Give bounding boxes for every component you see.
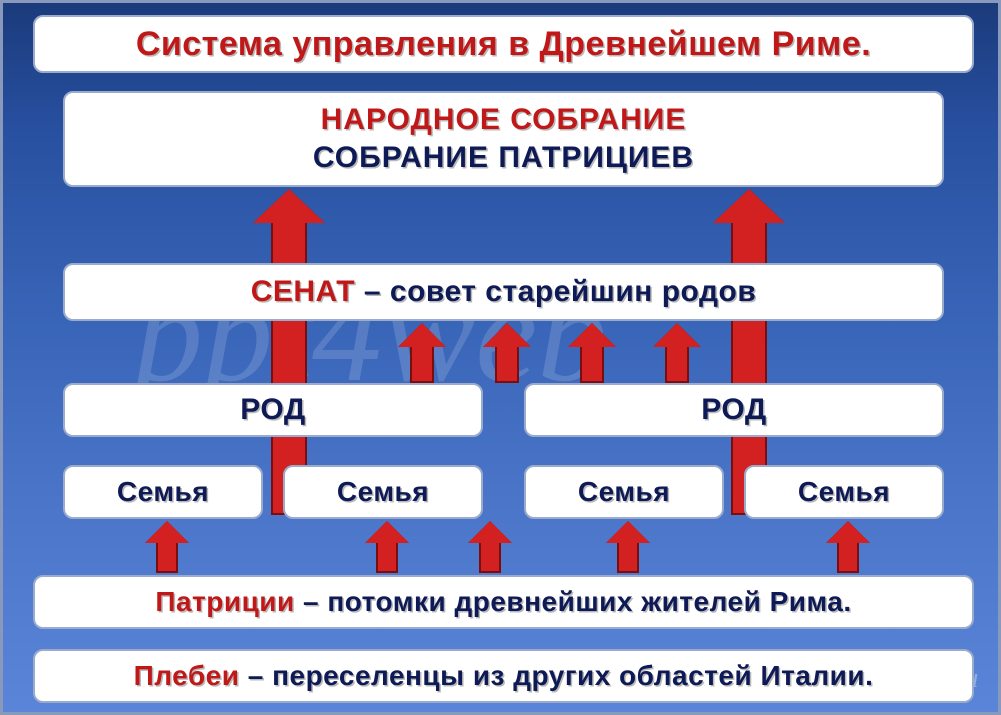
patricii-label: Патриции [155,586,294,617]
patricii-box: Патриции – потомки древнейших жителей Ри… [33,575,974,629]
diagram-canvas: ppt4web PPt4WEB.ru Система управления в … [3,3,998,712]
patricii-rest: потомки древнейших жителей Рима. [327,586,851,617]
arrow-head-icon [398,323,446,347]
senate-label: СЕНАТ [251,275,355,308]
senate-text: СЕНАТ – совет старейшин родов [251,275,757,309]
assembly-box: НАРОДНОЕ СОБРАНИЕ СОБРАНИЕ ПАТРИЦИЕВ [63,91,944,187]
senate-arrow-0 [398,323,446,383]
family-box-2: Семья [283,465,483,519]
arrow-head-icon [253,189,325,223]
plebei-box: Плебеи – переселенцы из других областей … [33,649,974,703]
arrow-head-icon [483,323,531,347]
patricii-dash: – [295,586,328,617]
arrow-shaft [376,543,398,573]
rod-text: РОД [701,393,766,427]
plebei-dash: – [239,660,272,691]
family-arrow-1 [365,521,409,573]
patricii-text: Патриции – потомки древнейших жителей Ри… [155,586,851,618]
title-text: Система управления в Древнейшем Риме. [136,25,871,64]
arrow-shaft [837,543,859,573]
family-arrow-3 [606,521,650,573]
senate-arrow-3 [653,323,701,383]
arrow-head-icon [468,521,512,543]
arrow-shaft [479,543,501,573]
senate-box: СЕНАТ – совет старейшин родов [63,263,944,321]
senate-arrow-2 [568,323,616,383]
assembly-top: НАРОДНОЕ СОБРАНИЕ [321,103,687,137]
plebei-label: Плебеи [134,660,240,691]
arrow-shaft [495,347,519,383]
assembly-bottom: СОБРАНИЕ ПАТРИЦИЕВ [313,141,694,175]
family-box-1: Семья [63,465,263,519]
senate-rest: совет старейшин родов [390,275,756,308]
arrow-head-icon [145,521,189,543]
arrow-shaft [665,347,689,383]
family-arrow-0 [145,521,189,573]
family-text: Семья [337,476,429,508]
family-arrow-4 [826,521,870,573]
title-box: Система управления в Древнейшем Риме. [33,15,974,73]
arrow-head-icon [365,521,409,543]
arrow-shaft [410,347,434,383]
family-box-3: Семья [524,465,724,519]
arrow-shaft [617,543,639,573]
rod-box-2: РОД [524,383,944,437]
arrow-shaft [580,347,604,383]
senate-dash: – [355,275,390,308]
plebei-text: Плебеи – переселенцы из других областей … [134,660,874,692]
arrow-shaft [156,543,178,573]
senate-arrow-1 [483,323,531,383]
arrow-head-icon [568,323,616,347]
rod-text: РОД [240,393,305,427]
family-text: Семья [578,476,670,508]
family-text: Семья [117,476,209,508]
family-text: Семья [798,476,890,508]
rod-box-1: РОД [63,383,483,437]
family-box-4: Семья [744,465,944,519]
plebei-rest: переселенцы из других областей Италии. [272,660,873,691]
arrow-head-icon [713,189,785,223]
arrow-head-icon [653,323,701,347]
family-arrow-2 [468,521,512,573]
arrow-head-icon [826,521,870,543]
arrow-head-icon [606,521,650,543]
